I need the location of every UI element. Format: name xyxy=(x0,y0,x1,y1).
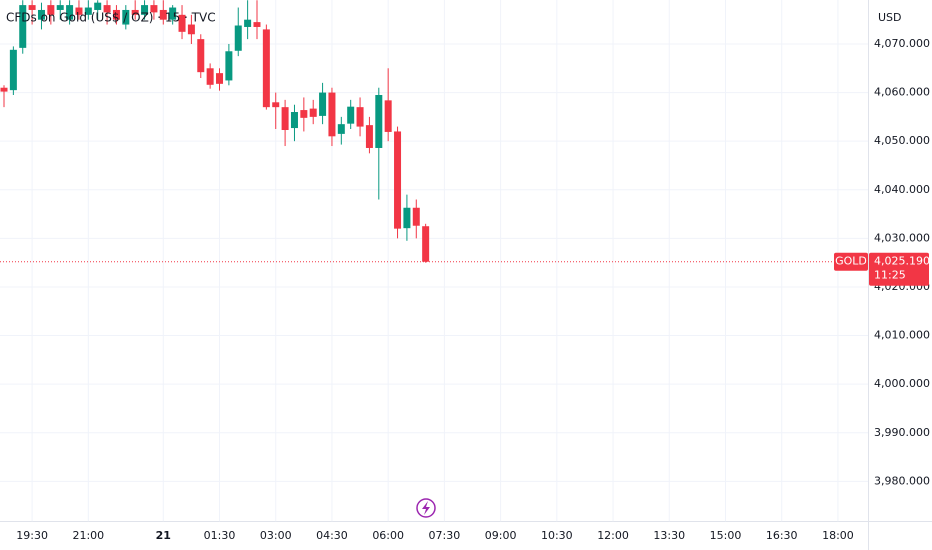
countdown-label: 11:25 xyxy=(874,269,906,282)
candle-body xyxy=(206,68,214,85)
x-tick-label: 15:00 xyxy=(710,529,742,542)
x-tick-label: 03:00 xyxy=(260,529,292,542)
candle-body xyxy=(234,25,242,51)
x-tick-label: 18:00 xyxy=(822,529,854,542)
candle-body xyxy=(319,92,327,116)
currency: USD xyxy=(878,11,902,24)
y-tick-label: 4,030.000 xyxy=(874,231,930,244)
candle-body xyxy=(253,22,261,27)
x-tick-label: 04:30 xyxy=(316,529,348,542)
candle-body xyxy=(28,5,36,10)
x-tick-label: 16:30 xyxy=(766,529,798,542)
x-tick-label: 06:00 xyxy=(372,529,404,542)
y-tick-label: 4,070.000 xyxy=(874,37,930,50)
candle-body xyxy=(178,14,186,32)
candle-body xyxy=(169,7,177,20)
candle-body xyxy=(122,9,130,25)
symbol-label: GOLD xyxy=(835,255,867,268)
candle-body xyxy=(337,124,345,134)
candle-body xyxy=(9,49,17,91)
price-label-bg xyxy=(869,252,929,286)
candle-body xyxy=(365,125,373,148)
candle-body xyxy=(412,207,420,226)
candle-body xyxy=(309,108,317,117)
chart-title: CFDs on Gold (US$ / OZ) · 15 · TVC xyxy=(6,11,216,25)
candle-body xyxy=(131,9,139,15)
x-tick-label: 01:30 xyxy=(204,529,236,542)
y-tick-label: 3,980.000 xyxy=(874,474,930,487)
candle-body xyxy=(75,7,83,15)
candle-body xyxy=(300,110,308,118)
candle-body xyxy=(94,2,102,10)
x-tick-label: 19:30 xyxy=(16,529,48,542)
x-tick-label: 21:00 xyxy=(72,529,104,542)
grid xyxy=(0,0,868,522)
x-tick-label: 09:00 xyxy=(485,529,517,542)
candle-body xyxy=(422,226,430,262)
candle-body xyxy=(262,29,270,108)
symbol-label-bg xyxy=(834,252,868,271)
candle-body xyxy=(281,107,289,130)
candle-body xyxy=(375,95,383,148)
candle-body xyxy=(356,107,364,127)
candle-body xyxy=(347,106,355,124)
x-tick-label: 12:00 xyxy=(597,529,629,542)
y-tick-label: 4,060.000 xyxy=(874,86,930,99)
candle-body xyxy=(56,5,64,10)
candle-body xyxy=(384,100,392,132)
y-tick-label: 4,050.000 xyxy=(874,134,930,147)
candle-body xyxy=(141,5,149,15)
candle-body xyxy=(197,39,205,73)
candle-body xyxy=(112,9,120,20)
plot xyxy=(0,0,430,263)
x-tick-label: 13:30 xyxy=(653,529,685,542)
candle-body xyxy=(103,5,111,13)
candle-body xyxy=(66,5,74,20)
candle-body xyxy=(244,19,252,27)
y-tick-label: 3,990.000 xyxy=(874,426,930,439)
candle-body xyxy=(187,24,195,35)
x-tick-label: 07:30 xyxy=(429,529,461,542)
candle-body xyxy=(0,87,8,92)
y-tick-label: 4,000.000 xyxy=(874,377,930,390)
price-label: 4,025.190 xyxy=(874,255,930,268)
candle-body xyxy=(47,5,55,15)
y-tick-label: 4,040.000 xyxy=(874,183,930,196)
candle-body xyxy=(272,102,280,108)
candle-body xyxy=(403,207,411,229)
candle-body xyxy=(150,5,158,13)
candle-body xyxy=(84,7,92,15)
candle-body xyxy=(19,5,27,48)
candle-body xyxy=(159,9,167,20)
y-tick-label: 4,010.000 xyxy=(874,329,930,342)
candle-body xyxy=(37,9,45,20)
candle-body xyxy=(225,51,233,81)
candle-body xyxy=(394,131,402,229)
candle-body xyxy=(216,73,224,84)
candle-body xyxy=(328,92,336,137)
event-icon xyxy=(416,498,436,518)
x-tick-label: 21 xyxy=(156,529,171,542)
candle-body xyxy=(290,112,298,129)
x-tick-label: 10:30 xyxy=(541,529,573,542)
